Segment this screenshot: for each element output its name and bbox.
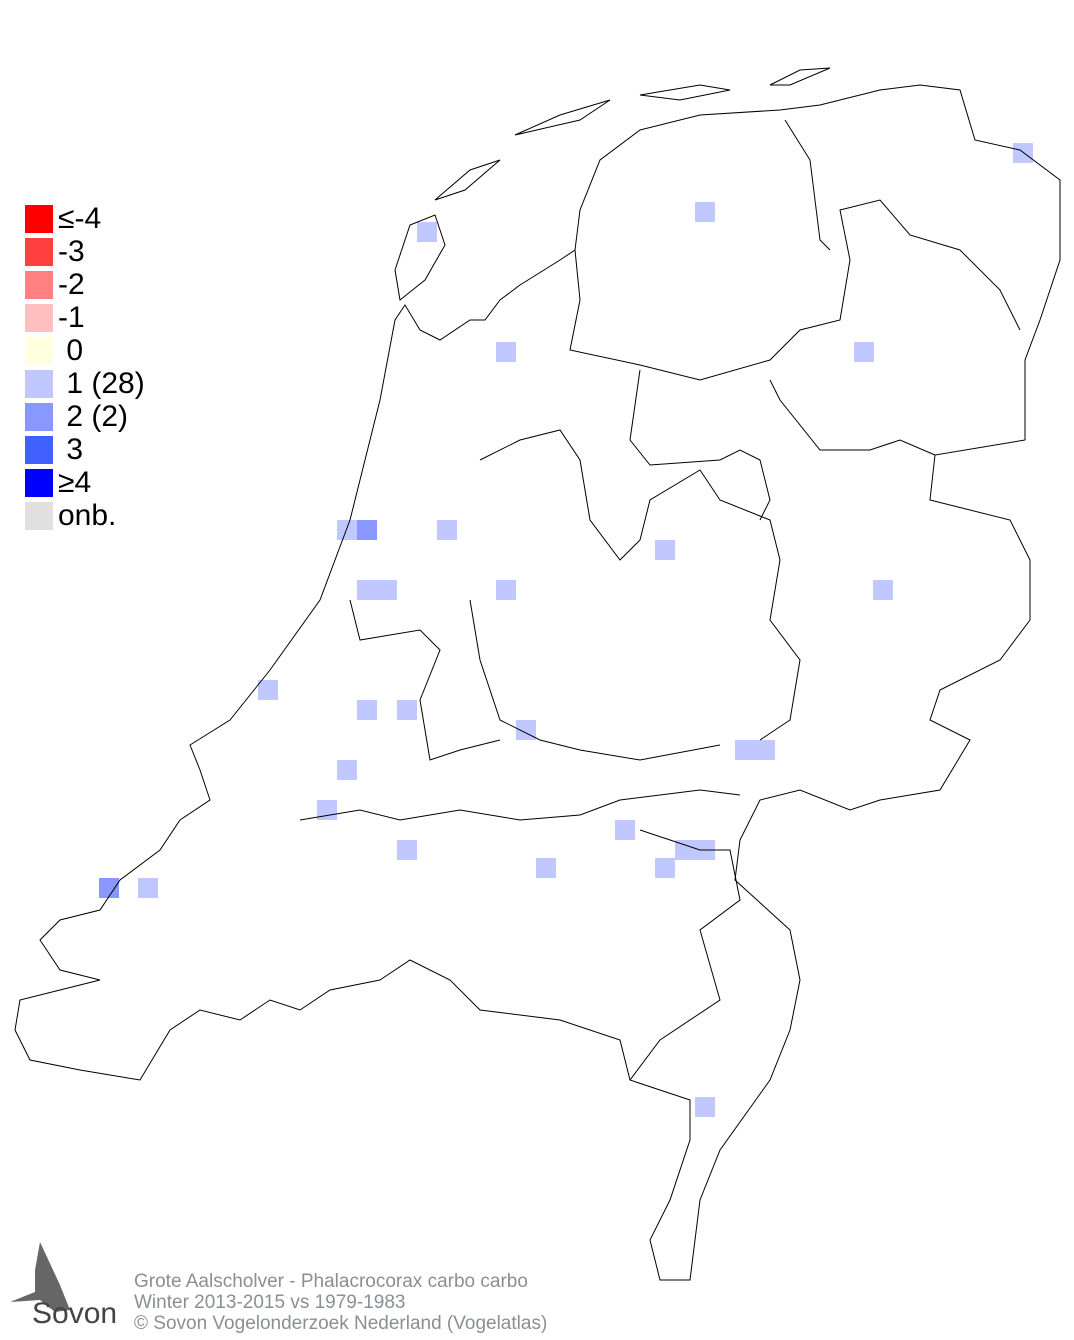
copyright-text: © Sovon Vogelonderzoek Nederland (Vogela… [134,1313,548,1334]
province-borders [299,119,1021,1081]
grid-cell [695,202,715,222]
sovon-swallow-logo [10,1242,70,1312]
grid-cell [258,680,278,700]
grid-cell [357,700,377,720]
grid-cell [873,580,893,600]
grid-cell [138,878,158,898]
grid-cell [496,580,516,600]
legend-swatch [25,304,53,332]
grid-cell [695,1097,715,1117]
grid-cell [755,740,775,760]
legend-label: 2 (2) [58,400,129,433]
legend-label: -2 [58,268,85,301]
legend-swatch [25,238,53,266]
legend-swatch [25,271,53,299]
grid-cell [337,520,357,540]
grid-cell [536,858,556,878]
grid-cell [397,840,417,860]
legend-label: ≥4 [58,466,92,499]
map-caption: Grote Aalscholver - Phalacrocorax carbo … [134,1271,547,1334]
wadden-islands [394,67,831,301]
legend-swatch [25,469,53,497]
legend-label: onb. [58,499,117,532]
grid-cell [357,520,377,540]
legend-swatch [25,370,53,398]
grid-cell [99,878,119,898]
grid-cell [397,700,417,720]
grid-cell [417,222,437,242]
grid-cell [675,840,695,860]
grid-cell [437,520,457,540]
legend-label: -3 [58,235,85,268]
grid-cell [357,580,377,600]
legend-label: -1 [58,301,85,334]
grid-cell [496,342,516,362]
grid-cell [615,820,635,840]
grid-cells [99,143,1033,1117]
period-text: Winter 2013-2015 vs 1979-1983 [134,1292,406,1313]
grid-cell [377,580,397,600]
legend-label: ≤-4 [58,202,102,235]
legend-label: 1 (28) [58,367,145,400]
legend-swatch [25,436,53,464]
grid-cell [854,342,874,362]
legend-swatch [25,337,53,365]
country-outline [14,84,1061,1281]
grid-cell [735,740,755,760]
species-title: Grote Aalscholver - Phalacrocorax carbo … [134,1271,528,1292]
grid-cell [655,858,675,878]
legend-swatch [25,403,53,431]
grid-cell [1013,143,1033,163]
sovon-logo-text: Sovon [32,1297,118,1330]
legend-swatch [25,205,53,233]
legend-label: 3 [58,433,84,466]
legend-label: 0 [58,334,84,367]
grid-cell [337,760,357,780]
legend-swatch [25,502,53,530]
grid-cell [655,540,675,560]
